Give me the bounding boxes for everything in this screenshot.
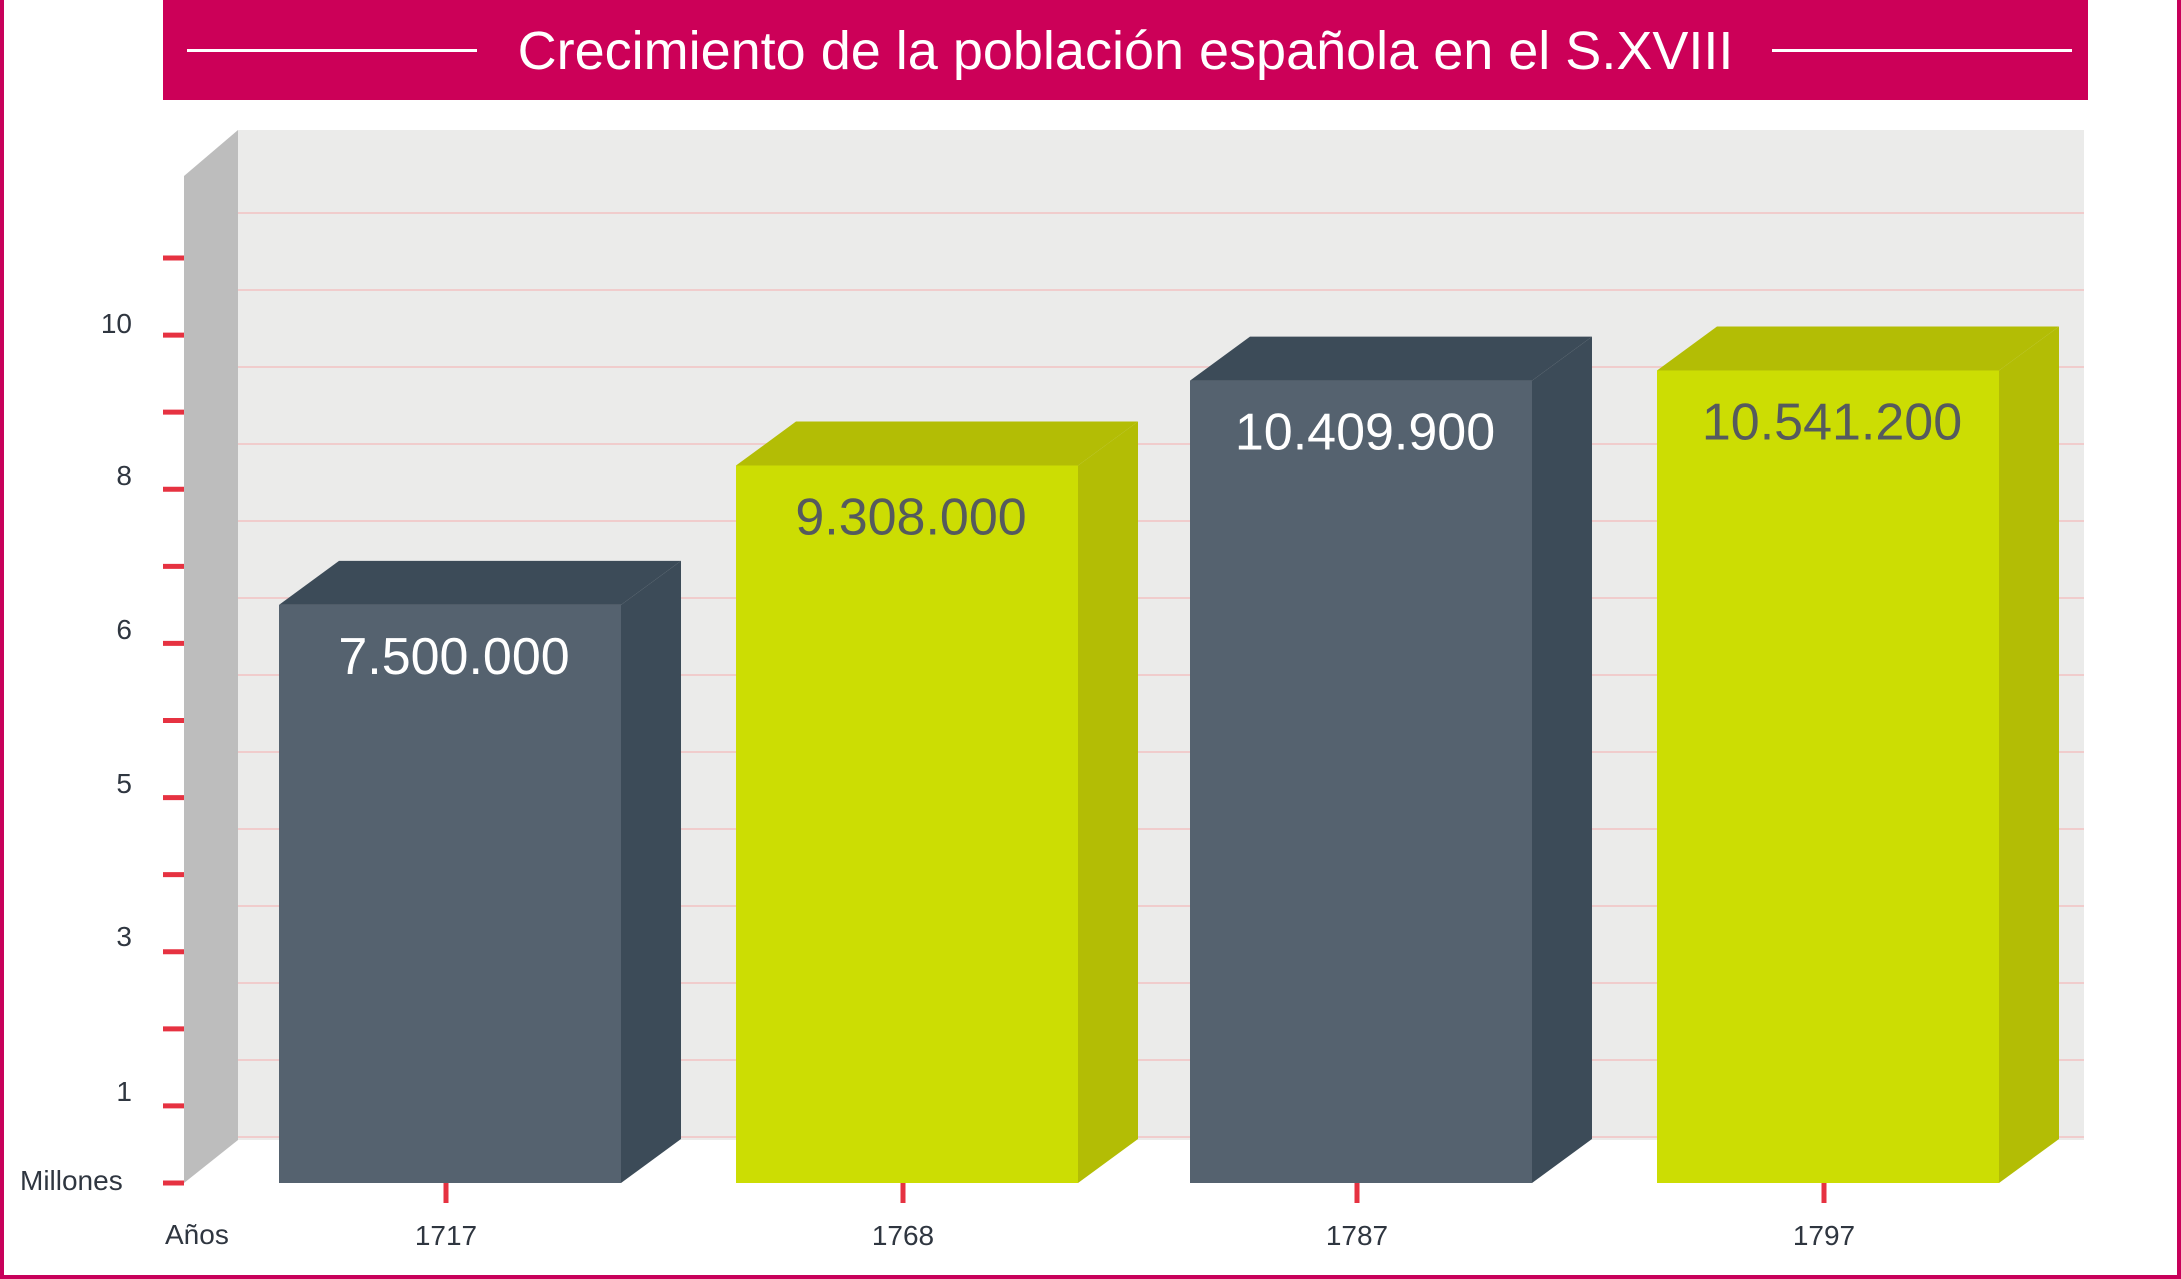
x-tick-label: 1768 [872,1220,934,1251]
bar-front [279,604,621,1183]
bar-side [621,560,681,1183]
y-tick-label: 3 [116,921,132,952]
bar-front [1657,370,1999,1183]
bar-1768: 9.308.000 [736,421,1138,1184]
title-rule-right [1772,49,2072,52]
y-tick-label: 1 [116,1076,132,1107]
bar-side [1999,326,2059,1183]
left-wall [184,130,238,1183]
bar-value-label: 9.308.000 [795,489,1026,547]
x-tick-label: 1717 [415,1220,477,1251]
bar-value-label: 10.541.200 [1702,393,1962,451]
bar-value-label: 7.500.000 [338,628,569,686]
bar-1717: 7.500.000 [279,560,681,1183]
chart-title: Crecimiento de la población española en … [517,21,1734,81]
bar-top [279,560,681,605]
bar-1797: 10.541.200 [1657,326,2059,1183]
bar-front [1190,380,1532,1184]
title-banner: Crecimiento de la población española en … [163,0,2088,100]
x-axis-label: Años [165,1219,229,1250]
y-axis-label: Millones [20,1165,123,1196]
bar-top [736,421,1138,466]
y-tick-label: 6 [116,614,132,645]
y-tick-label: 5 [116,768,132,799]
bar-front [736,465,1078,1184]
y-tick-label: 8 [116,460,132,491]
x-tick-label: 1797 [1793,1220,1855,1251]
y-tick-label: 10 [101,308,132,339]
bar-1787: 10.409.900 [1190,336,1592,1184]
bar-top [1657,326,2059,371]
bar-side [1532,336,1592,1184]
bar-value-label: 10.409.900 [1235,404,1495,462]
bar-side [1078,421,1138,1184]
x-tick-label: 1787 [1326,1220,1388,1251]
bar-top [1190,336,1592,381]
title-rule-left [187,49,477,52]
